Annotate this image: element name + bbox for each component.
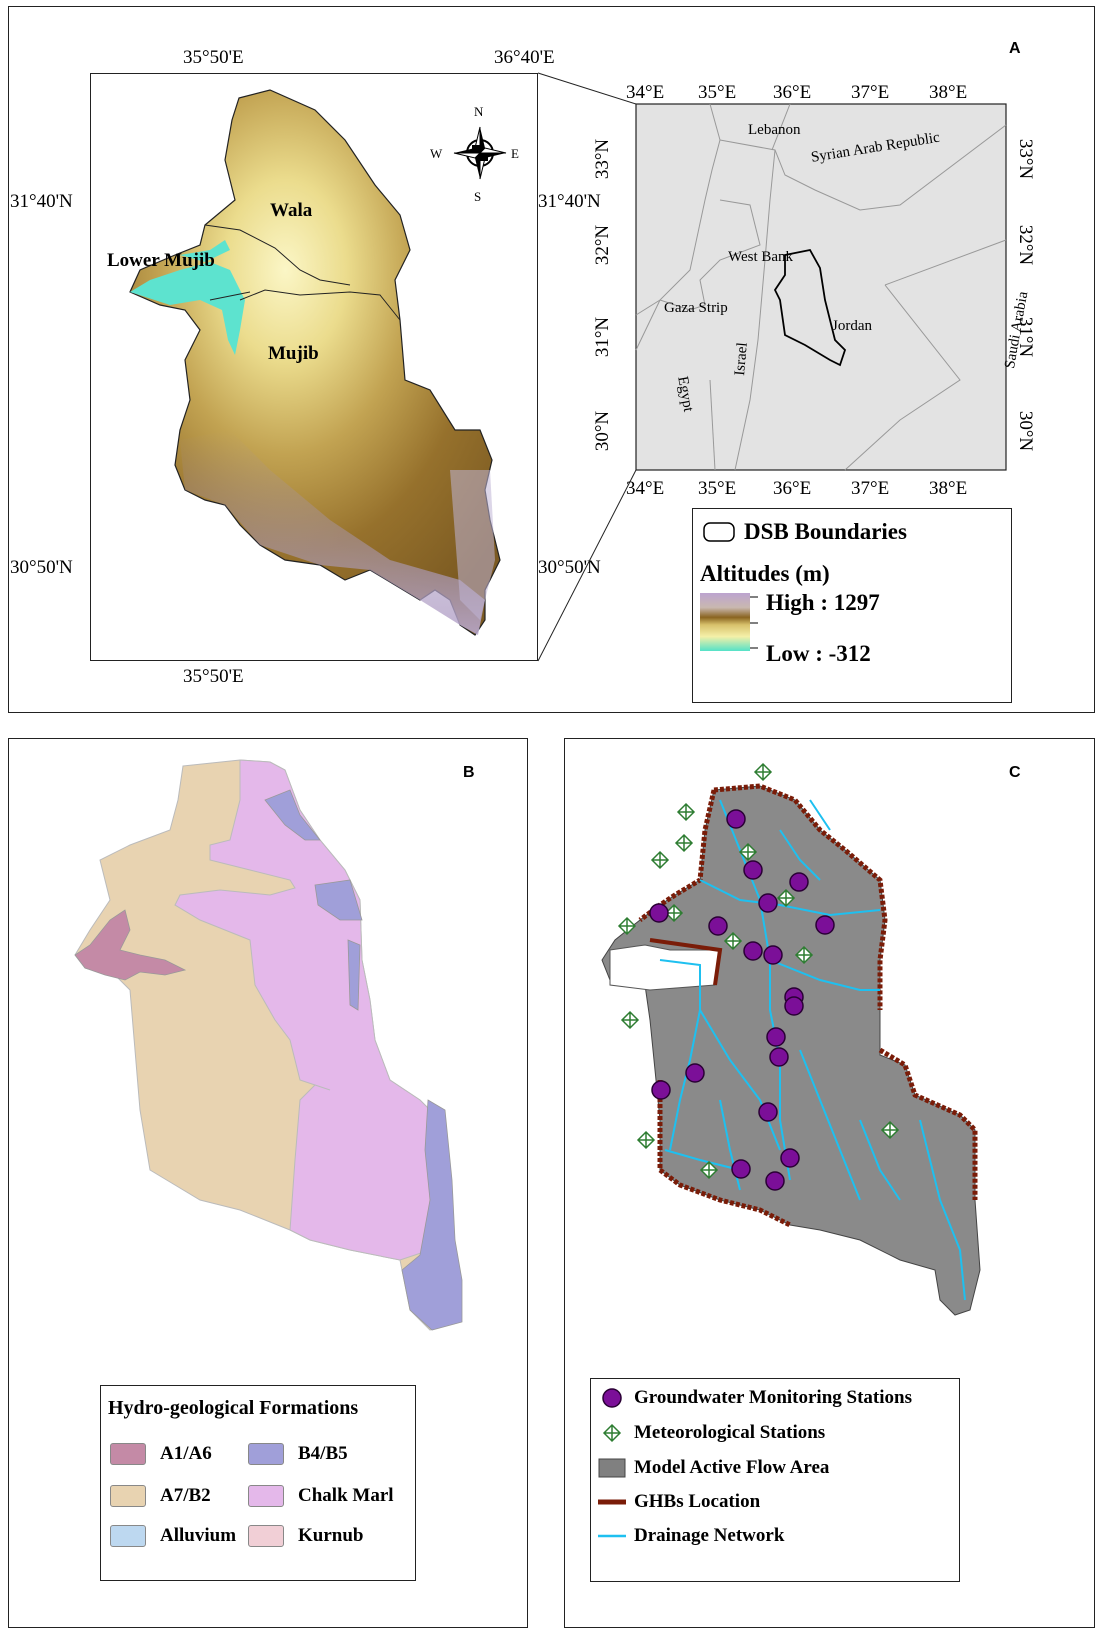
legend-met-stations: Meteorological Stations xyxy=(598,1421,825,1445)
b4-b5-swatch xyxy=(248,1443,284,1465)
active-area-label: Model Active Flow Area xyxy=(634,1457,830,1478)
inset-bottom-lon-2: 35°E xyxy=(698,478,737,499)
legend-chalk-marl: Chalk Marl xyxy=(248,1485,394,1507)
kurnub-swatch xyxy=(248,1525,284,1547)
ghbs-label: GHBs Location xyxy=(634,1491,761,1512)
legend-a7-b2: A7/B2 xyxy=(110,1485,211,1507)
alluvium-label: Alluvium xyxy=(160,1525,237,1546)
inset-left-lat-2: 32°N xyxy=(592,224,614,266)
country-gaza: Gaza Strip xyxy=(664,300,728,316)
inset-top-lon-2: 35°E xyxy=(698,82,737,103)
compass-n: N xyxy=(474,104,484,119)
compass-e: E xyxy=(511,146,519,161)
inset-left-lat-3: 31°N xyxy=(592,316,614,358)
panel-b-legend-title: Hydro-geological Formations xyxy=(108,1397,359,1419)
purple-circle-icon xyxy=(602,1388,622,1408)
inset-bottom-lon-4: 37°E xyxy=(851,478,890,499)
country-israel: Israel xyxy=(732,341,751,377)
gray-rect-icon xyxy=(598,1458,626,1478)
top-lon-tick-2: 36°40'E xyxy=(494,47,555,68)
legend-altitudes-title: Altitudes (m) xyxy=(700,561,830,586)
compass-w: W xyxy=(430,146,443,161)
diamond-cross-icon xyxy=(602,1423,622,1443)
panel-c-legend xyxy=(590,1378,960,1582)
left-lat-tick-1: 31°40'N xyxy=(10,191,73,212)
inset-left-lat-4: 30°N xyxy=(592,410,614,452)
legend-active-area: Model Active Flow Area xyxy=(598,1456,829,1480)
inset-bottom-lon-5: 38°E xyxy=(929,478,968,499)
region-label-lower-mujib: Lower Mujib xyxy=(107,250,215,271)
inset-right-lat-4: 30°N xyxy=(1015,410,1037,452)
country-lebanon: Lebanon xyxy=(748,122,801,138)
met-stations-label: Meteorological Stations xyxy=(634,1422,826,1443)
panel-b-letter: B xyxy=(463,764,475,781)
legend-gw-stations: Groundwater Monitoring Stations xyxy=(598,1386,912,1410)
alluvium-swatch xyxy=(110,1525,146,1547)
cyan-line-icon xyxy=(598,1534,626,1538)
a7-b2-label: A7/B2 xyxy=(160,1485,211,1506)
a1-a6-swatch xyxy=(110,1443,146,1465)
chalk-marl-label: Chalk Marl xyxy=(298,1485,394,1506)
legend-alluvium: Alluvium xyxy=(110,1525,236,1547)
legend-kurnub: Kurnub xyxy=(248,1525,363,1547)
right-lat-tick-1: 31°40'N xyxy=(538,191,601,212)
inset-right-lat-2: 32°N xyxy=(1015,224,1037,266)
compass-s: S xyxy=(474,189,482,204)
a1-a6-label: A1/A6 xyxy=(160,1443,212,1464)
region-label-mujib: Mujib xyxy=(268,343,319,364)
panel-a-letter: A xyxy=(1009,40,1021,57)
gw-stations-label: Groundwater Monitoring Stations xyxy=(634,1387,912,1408)
country-jordan: Jordan xyxy=(832,318,872,334)
b4-b5-label: B4/B5 xyxy=(298,1443,348,1464)
inset-top-lon-1: 34°E xyxy=(626,82,665,103)
chalk-marl-swatch xyxy=(248,1485,284,1507)
legend-dsb-boundaries: DSB Boundaries xyxy=(744,519,907,544)
legend-b4-b5: B4/B5 xyxy=(248,1443,348,1465)
left-lat-tick-2: 30°50'N xyxy=(10,557,73,578)
brown-line-icon xyxy=(598,1499,626,1505)
inset-right-lat-1: 33°N xyxy=(1015,138,1037,180)
inset-top-lon-3: 36°E xyxy=(773,82,812,103)
top-lon-tick-1: 35°50'E xyxy=(183,47,244,68)
inset-top-lon-5: 38°E xyxy=(929,82,968,103)
drainage-label: Drainage Network xyxy=(634,1525,785,1546)
legend-a1-a6: A1/A6 xyxy=(110,1443,212,1465)
panel-a-legend xyxy=(692,508,1012,703)
legend-drainage: Drainage Network xyxy=(598,1524,784,1548)
country-west-bank: West Bank xyxy=(728,249,794,265)
legend-ghbs: GHBs Location xyxy=(598,1490,760,1514)
legend-low: Low : -312 xyxy=(766,641,871,666)
main-map-frame xyxy=(90,73,538,661)
panel-b-legend xyxy=(100,1385,416,1581)
inset-bottom-lon-3: 36°E xyxy=(773,478,812,499)
inset-top-lon-4: 37°E xyxy=(851,82,890,103)
panel-c-letter: C xyxy=(1009,764,1021,781)
region-label-wala: Wala xyxy=(270,200,313,221)
inset-bottom-lon-1: 34°E xyxy=(626,478,665,499)
kurnub-label: Kurnub xyxy=(298,1525,364,1546)
right-lat-tick-2: 30°50'N xyxy=(538,557,601,578)
bottom-lon-tick: 35°50'E xyxy=(183,666,244,687)
a7-b2-swatch xyxy=(110,1485,146,1507)
legend-high: High : 1297 xyxy=(766,590,880,615)
inset-left-lat-1: 33°N xyxy=(592,138,614,180)
